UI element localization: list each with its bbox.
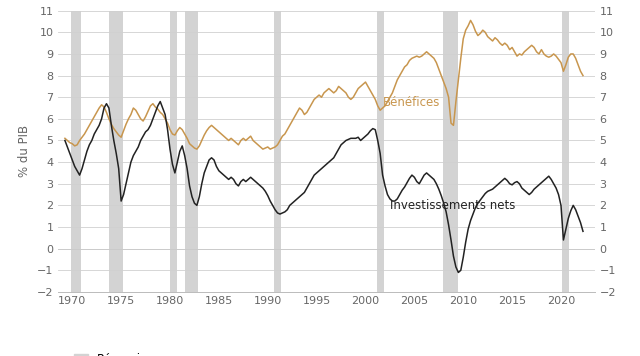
Bar xyxy=(562,11,569,292)
Legend: Récession: Récession xyxy=(69,348,161,356)
Y-axis label: % du PIB: % du PIB xyxy=(19,125,31,177)
Text: Investissements nets: Investissements nets xyxy=(390,199,515,211)
Bar xyxy=(274,11,282,292)
Bar xyxy=(170,11,177,292)
Bar xyxy=(185,11,198,292)
Bar xyxy=(109,11,123,292)
Bar xyxy=(71,11,81,292)
Bar xyxy=(443,11,458,292)
Bar xyxy=(377,11,384,292)
Text: Bénéfices: Bénéfices xyxy=(383,96,440,109)
